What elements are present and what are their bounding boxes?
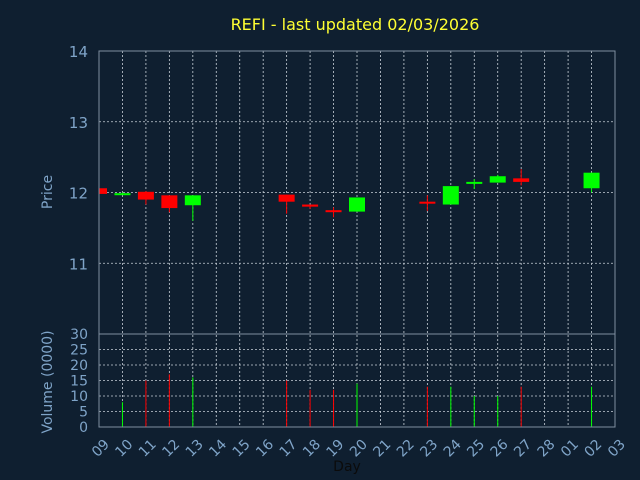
x-tick-label: 11 [136,437,160,461]
price-tick-label: 11 [69,255,88,273]
x-tick-label: 13 [183,437,207,461]
candle-body [114,193,131,196]
x-tick-label: 22 [394,437,418,461]
volume-tick-label: 15 [70,374,88,390]
x-tick-label: 02 [582,437,606,461]
chart-title: REFI - last updated 02/03/2026 [231,15,480,34]
volume-tick-label: 30 [70,327,88,343]
x-tick-label: 14 [206,437,230,461]
x-tick-label: 12 [159,437,183,461]
price-tick-label: 14 [69,43,88,61]
x-tick-label: 28 [535,437,559,461]
x-tick-label: 10 [112,437,136,461]
volume-tick-label: 20 [70,358,88,374]
x-tick-label: 26 [488,437,512,461]
candle-body [184,195,201,206]
volume-tick-label: 5 [79,405,88,421]
x-tick-label: 19 [324,437,348,461]
plot-frame [98,50,616,428]
candle-layer [98,169,600,221]
candle-body [489,176,506,183]
price-tick-label: 12 [69,185,88,203]
x-tick-label: 25 [464,437,488,461]
candle-body [513,178,530,182]
grid-layer [99,51,615,427]
candle-body [161,195,178,209]
x-tick-label: 24 [441,437,465,461]
price-tick-label: 13 [69,114,88,132]
volume-tick-label: 25 [70,343,88,359]
x-tick-label: 18 [300,437,324,461]
candle-body [99,188,107,194]
candle-body [302,204,319,207]
candle-body [466,181,483,184]
candle-body [325,210,342,213]
x-tick-label: 15 [230,437,254,461]
x-tick-label: 16 [253,437,277,461]
x-tick-label: 09 [89,437,113,461]
candle-body [278,194,295,202]
candle-body [349,197,365,212]
x-tick-label: 03 [605,437,629,461]
candle-body [419,201,436,204]
price-axis-label: Price [40,175,56,209]
volume-tick-label: 10 [70,389,88,405]
x-tick-label: 17 [277,437,301,461]
x-tick-label: 23 [417,437,441,461]
candle-body [442,186,459,205]
x-tick-label: 01 [558,437,582,461]
candle-body [583,172,600,189]
candle-body [137,191,154,200]
x-tick-label: 27 [511,437,535,461]
volume-layer [121,374,593,427]
x-tick-label: 21 [370,437,394,461]
volume-tick-label: 0 [79,420,88,436]
volume-axis-label: Volume (0000) [40,330,56,433]
x-tick-label: 20 [347,437,371,461]
x-axis-label: Day [333,459,361,475]
